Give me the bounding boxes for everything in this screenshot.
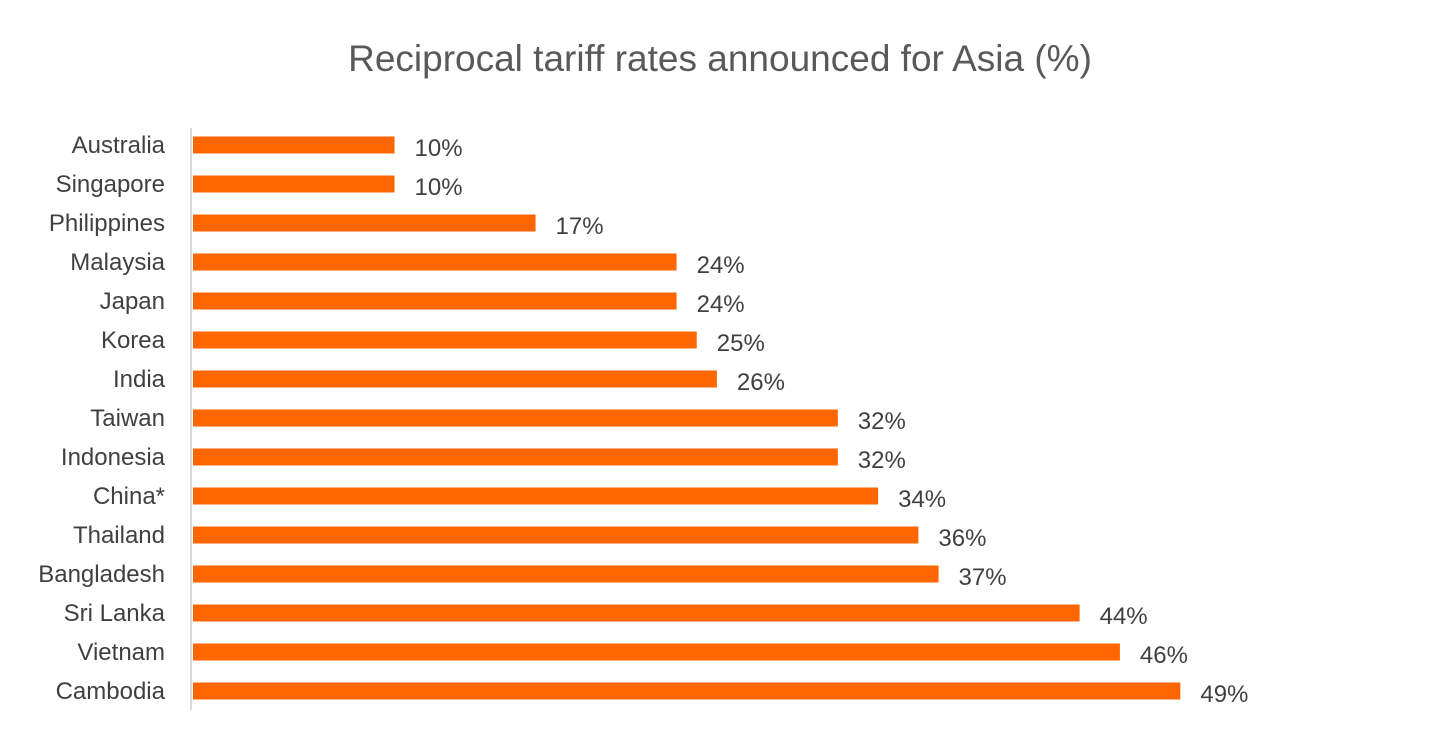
- category-label: Malaysia: [70, 249, 165, 276]
- value-label: 26%: [737, 369, 785, 396]
- category-label: Taiwan: [90, 405, 165, 432]
- value-label: 25%: [717, 330, 765, 357]
- chart-title: Reciprocal tariff rates announced for As…: [348, 38, 1092, 79]
- bar-korea: [193, 331, 697, 349]
- category-label: Thailand: [73, 522, 165, 549]
- category-label: Philippines: [49, 210, 165, 237]
- bar-bangladesh: [193, 565, 939, 583]
- bar-india: [193, 370, 717, 388]
- value-label: 24%: [697, 291, 745, 318]
- value-label: 24%: [697, 252, 745, 279]
- value-label: 46%: [1140, 642, 1188, 669]
- bar-cambodia: [193, 682, 1181, 700]
- value-label: 10%: [415, 174, 463, 201]
- category-label: Singapore: [56, 171, 165, 198]
- bar-japan: [193, 292, 677, 310]
- category-labels: Australia Singapore Philippines Malaysia Jap…: [38, 132, 165, 705]
- bar-philippines: [193, 214, 536, 232]
- category-label: Japan: [100, 288, 165, 315]
- value-label: 32%: [858, 408, 906, 435]
- category-label: Sri Lanka: [64, 600, 166, 627]
- bar-australia: [193, 136, 395, 154]
- category-label: Vietnam: [77, 639, 165, 666]
- value-label: 49%: [1200, 681, 1248, 708]
- bar-sri-lanka: [193, 604, 1080, 622]
- category-label: Bangladesh: [38, 561, 165, 588]
- category-label: India: [113, 366, 166, 393]
- value-label: 32%: [858, 447, 906, 474]
- category-label: Korea: [101, 327, 166, 354]
- bar-singapore: [193, 175, 395, 193]
- bar-indonesia: [193, 448, 838, 466]
- category-label: Australia: [72, 132, 166, 159]
- value-label: 10%: [415, 135, 463, 162]
- bar-china: [193, 487, 879, 505]
- bar-malaysia: [193, 253, 677, 271]
- category-label: Indonesia: [61, 444, 166, 471]
- value-label: 34%: [898, 486, 946, 513]
- bar-taiwan: [193, 409, 838, 427]
- bars-group: [193, 136, 1181, 700]
- bar-thailand: [193, 526, 919, 544]
- value-label: 17%: [556, 213, 604, 240]
- value-label: 37%: [959, 564, 1007, 591]
- value-label: 44%: [1100, 603, 1148, 630]
- value-label: 36%: [938, 525, 986, 552]
- bar-vietnam: [193, 643, 1120, 661]
- category-label: Cambodia: [56, 678, 166, 705]
- category-label: China*: [93, 483, 165, 510]
- value-labels: 10% 10% 17% 24% 24% 25% 26% 32% 32% 34% 36% 37% 44% 4…: [415, 135, 1249, 708]
